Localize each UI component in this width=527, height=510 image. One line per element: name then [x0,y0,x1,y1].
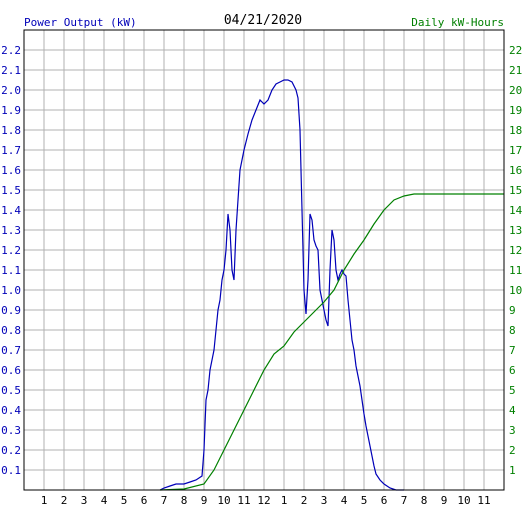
right-axis-label: Daily kW-Hours [411,16,504,29]
left-tick-label: 1.1 [1,264,21,277]
right-tick-label: 1 [509,464,516,477]
right-tick-label: 12 [509,244,522,257]
right-tick-label: 15 [509,184,522,197]
left-tick-label: 0.8 [1,324,21,337]
left-tick-label: 2.1 [1,64,21,77]
right-tick-label: 20 [509,84,522,97]
right-tick-label: 2 [509,444,516,457]
x-tick-label: 5 [361,494,368,507]
x-tick-label: 12 [257,494,270,507]
left-axis-label: Power Output (kW) [24,16,137,29]
x-tick-label: 10 [457,494,470,507]
x-tick-label: 1 [41,494,48,507]
x-tick-label: 4 [341,494,348,507]
right-tick-label: 18 [509,124,522,137]
right-tick-label: 22 [509,44,522,57]
daily-kwh-line [159,193,504,491]
x-tick-label: 4 [101,494,108,507]
left-tick-label: 1.0 [1,284,21,297]
right-tick-label: 9 [509,304,516,317]
x-tick-label: 10 [217,494,230,507]
chart-title: 04/21/2020 [224,13,302,28]
x-tick-label: 6 [141,494,148,507]
left-tick-label: 2.2 [1,44,21,57]
series-layer [159,79,504,491]
right-tick-label: 8 [509,324,516,337]
x-tick-label: 9 [441,494,448,507]
plot-frame [23,29,505,491]
left-tick-label: 1.8 [1,124,21,137]
x-tick-label: 6 [381,494,388,507]
left-tick-label: 1.7 [1,144,21,157]
tick-labels: 1 2 3 4 5 6 7 8 9 10 11 12 1 2 3 4 5 6 7 8 9 10 110.10.20.30.4… [1,44,522,507]
left-tick-label: 1.4 [1,204,21,217]
x-tick-label: 8 [181,494,188,507]
left-tick-label: 1.2 [1,244,21,257]
right-tick-label: 6 [509,364,516,377]
right-tick-label: 10 [509,284,522,297]
right-tick-label: 11 [509,264,522,277]
left-tick-label: 0.4 [1,404,21,417]
x-tick-label: 7 [161,494,168,507]
left-tick-label: 0.2 [1,444,21,457]
left-tick-label: 0.1 [1,464,21,477]
x-tick-label: 9 [201,494,208,507]
grid-lines [24,30,504,490]
left-tick-label: 1.9 [1,104,21,117]
right-tick-label: 19 [509,104,522,117]
x-tick-label: 2 [301,494,308,507]
left-tick-label: 0.7 [1,344,21,357]
right-tick-label: 14 [509,204,523,217]
right-tick-label: 7 [509,344,516,357]
right-tick-label: 13 [509,224,522,237]
left-tick-label: 1.6 [1,164,21,177]
left-tick-label: 1.5 [1,184,21,197]
x-tick-label: 5 [121,494,128,507]
left-tick-label: 0.9 [1,304,21,317]
x-tick-label: 8 [421,494,428,507]
x-tick-label: 11 [477,494,490,507]
left-tick-label: 0.6 [1,364,21,377]
x-tick-label: 1 [281,494,288,507]
right-tick-label: 21 [509,64,522,77]
x-tick-label: 7 [401,494,408,507]
x-tick-label: 3 [81,494,88,507]
left-tick-label: 2.0 [1,84,21,97]
x-tick-label: 3 [321,494,328,507]
left-tick-label: 0.5 [1,384,21,397]
right-tick-label: 5 [509,384,516,397]
x-tick-label: 2 [61,494,68,507]
right-tick-label: 3 [509,424,516,437]
left-tick-label: 1.3 [1,224,21,237]
x-tick-label: 11 [237,494,250,507]
right-tick-label: 16 [509,164,522,177]
right-tick-label: 4 [509,404,516,417]
power-output-line [159,79,404,491]
left-tick-label: 0.3 [1,424,21,437]
right-tick-label: 17 [509,144,522,157]
